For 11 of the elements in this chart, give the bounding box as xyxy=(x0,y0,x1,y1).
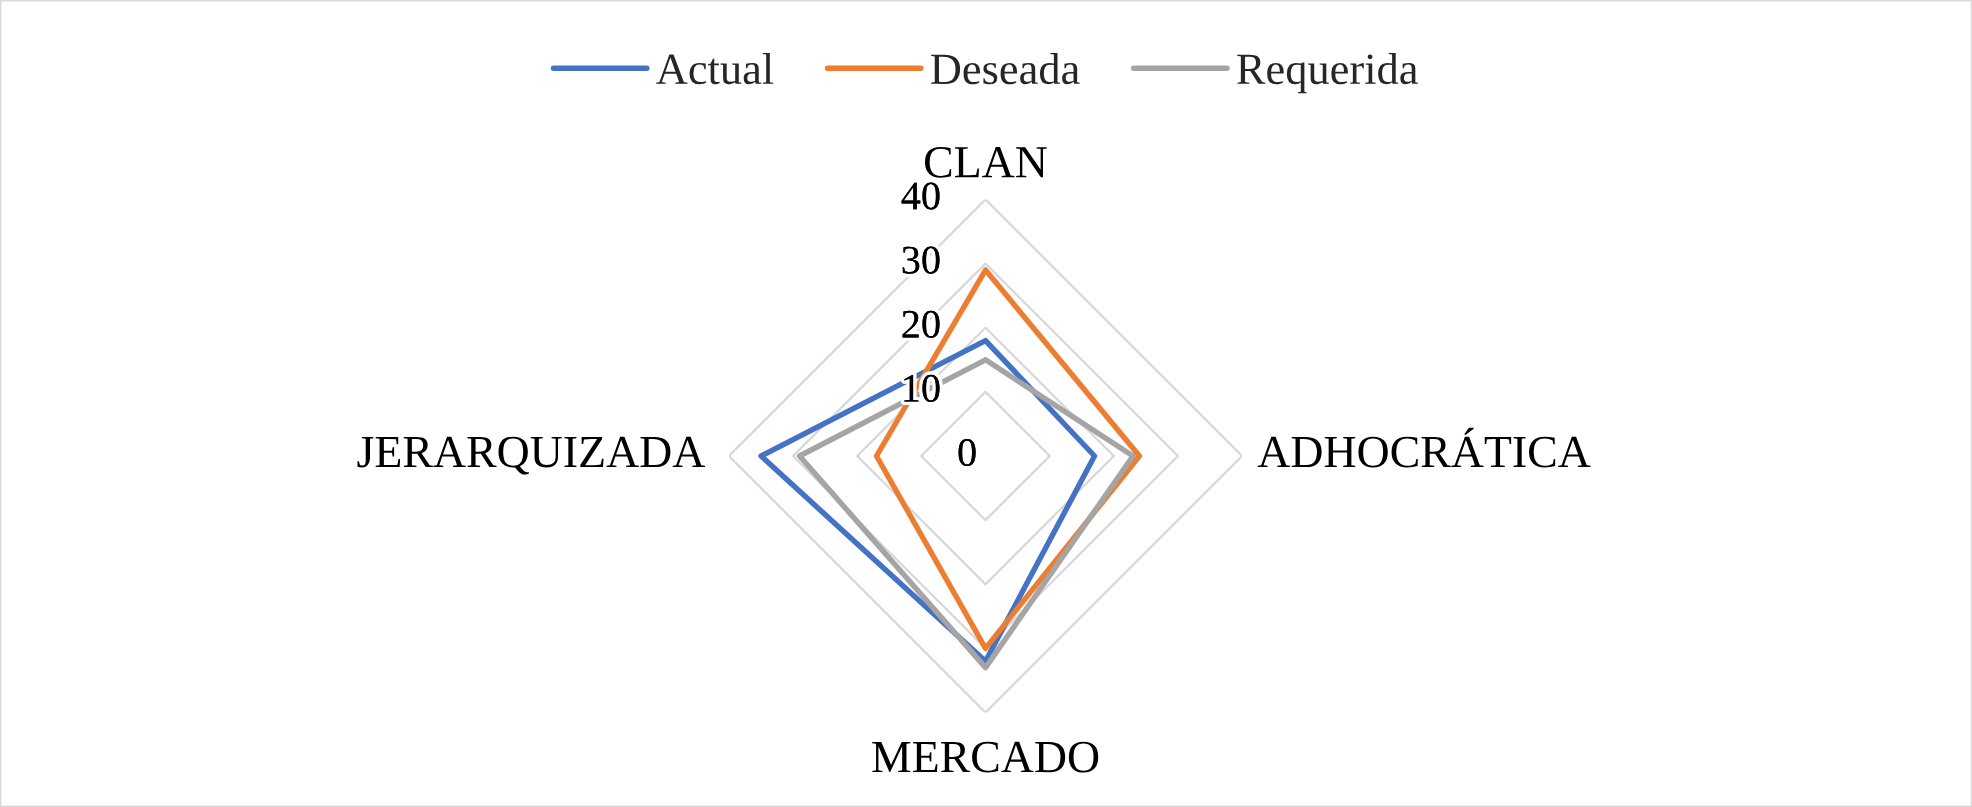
spoke-label: JERARQUIZADA xyxy=(357,436,706,475)
legend-label: Deseada xyxy=(931,52,1080,85)
spoke-label: CLAN xyxy=(925,146,1047,178)
spoke-label: ADHOCRÁTICA xyxy=(1257,427,1591,468)
y-tick-label: 40 xyxy=(901,182,940,210)
y-tick-label: 0 xyxy=(958,438,976,467)
legend-label: Actual xyxy=(656,52,774,85)
y-tick-label: 20 xyxy=(902,310,940,338)
legend-label: Requerida xyxy=(1237,52,1418,94)
y-tick-label: 30 xyxy=(902,246,940,274)
spoke-label: MERCADO xyxy=(872,741,1099,773)
